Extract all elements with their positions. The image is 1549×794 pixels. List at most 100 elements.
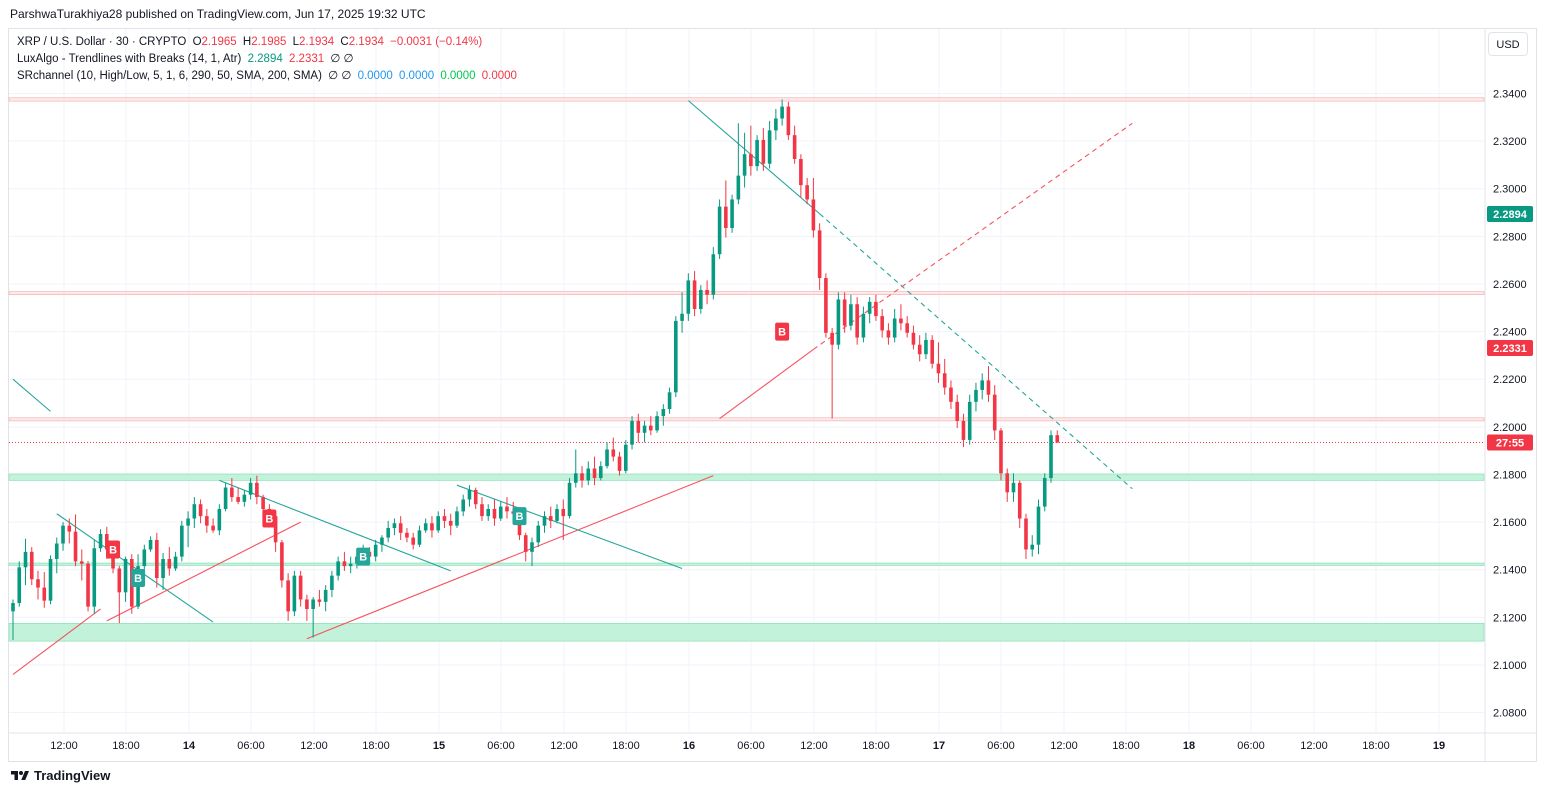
trendlines [12,100,1133,675]
break-signal-badge [131,569,146,588]
legend-row-symbol[interactable]: XRP / U.S. Dollar · 30 · CRYPTO O2.1965 … [17,34,520,51]
ohlc-low: L2.1934 [293,36,335,48]
candle-body [167,558,172,569]
candle-body [655,416,659,431]
candle-body [717,206,722,255]
candle-body [242,494,247,502]
candle-body [180,525,184,557]
low-label: L [292,36,300,48]
indicator2-name[interactable]: SRchannel (10, High/Low, 5, 1, 6, 290, 5… [17,70,322,82]
candle-body [736,175,741,200]
candle-body [774,118,778,131]
y-tick-label: 2.2200 [1493,374,1527,386]
candle-body [686,280,691,314]
candle-body [373,544,378,557]
candle-body [1042,478,1047,507]
candle [967,394,972,445]
candle-body [155,539,159,579]
candle [824,273,828,338]
candle [611,437,616,462]
price-axis-label-bg [1487,434,1533,451]
break-signal: B [106,540,121,559]
candle-body [961,420,966,440]
candle-body [61,525,65,544]
candle [680,292,684,333]
candle-body [967,401,972,440]
indicator1-name[interactable]: LuxAlgo - Trendlines with Breaks (14, 1,… [17,53,242,65]
candle [849,294,853,331]
candle [86,561,90,612]
price-axis-label-text: 2.2331 [1493,343,1527,355]
candle-body [999,430,1003,474]
legend-row-indicator1[interactable]: LuxAlgo - Trendlines with Breaks (14, 1,… [17,51,520,68]
candle-body [1024,518,1028,550]
ohlc-close: C2.1934 [340,36,384,48]
candle-body [330,575,334,590]
footer-brand: TradingView [34,768,111,783]
candle [992,385,997,440]
candle [749,125,753,176]
break-signal: B [775,322,790,341]
publish-caption: ParshwaTurakhiya28 published on TradingV… [10,7,426,21]
candle [692,270,697,317]
open-value: 2.1965 [201,36,237,48]
low-value: 2.1934 [299,36,335,48]
candle-body [286,580,290,612]
candle-body [98,533,103,549]
candle-body [29,551,34,580]
candle-body [498,506,503,519]
candle [317,589,322,607]
candle-body [342,561,347,567]
candle-body [674,320,678,393]
x-tick-label: 06:00 [737,740,765,752]
candle-body [317,599,322,602]
candle [774,108,778,140]
candle-body [492,508,497,519]
price-axis-label: 2.2894 [1487,205,1533,222]
support-zone [8,473,1485,481]
candle-body [530,542,534,552]
currency-button[interactable]: USD [1488,32,1528,56]
resistance-zone [8,97,1485,102]
candle [730,194,734,233]
candle [580,466,584,488]
candle [817,223,822,290]
legend-row-indicator2[interactable]: SRchannel (10, High/Low, 5, 1, 6, 290, 5… [17,68,520,85]
candle-body [680,313,684,321]
candle-body [911,332,916,345]
candle-body [755,139,759,167]
candle-body [811,199,816,231]
candle [942,358,947,395]
candle [486,504,491,521]
x-tick-label: 18:00 [612,740,640,752]
candle-body [730,199,734,229]
candle-body [605,449,609,467]
candle-body [17,567,22,604]
candle-body [255,482,259,498]
candle [836,292,841,350]
candle [1036,499,1041,555]
candle-body [211,525,215,531]
y-tick-label: 2.2000 [1493,422,1527,434]
candle-body [230,487,234,498]
candle-body [705,289,709,295]
candle-body [217,508,222,531]
trendline [12,378,51,412]
x-tick-label: 12:00 [50,740,78,752]
indicator2-value4: 0.0000 [481,70,517,82]
candle [42,572,47,608]
candle [292,570,297,617]
candle-body [561,508,566,517]
candle-body [930,339,934,364]
candle [899,304,903,331]
candle [811,178,816,238]
candle [242,489,247,507]
candle-body [280,542,284,581]
tradingview-footer[interactable]: TradingView [10,768,110,783]
price-axis-label-text: 2.2894 [1493,209,1528,221]
candle-body [273,516,278,543]
candle [861,306,866,343]
symbol-label[interactable]: XRP / U.S. Dollar · 30 · CRYPTO [17,36,187,48]
candle-body [974,389,978,402]
